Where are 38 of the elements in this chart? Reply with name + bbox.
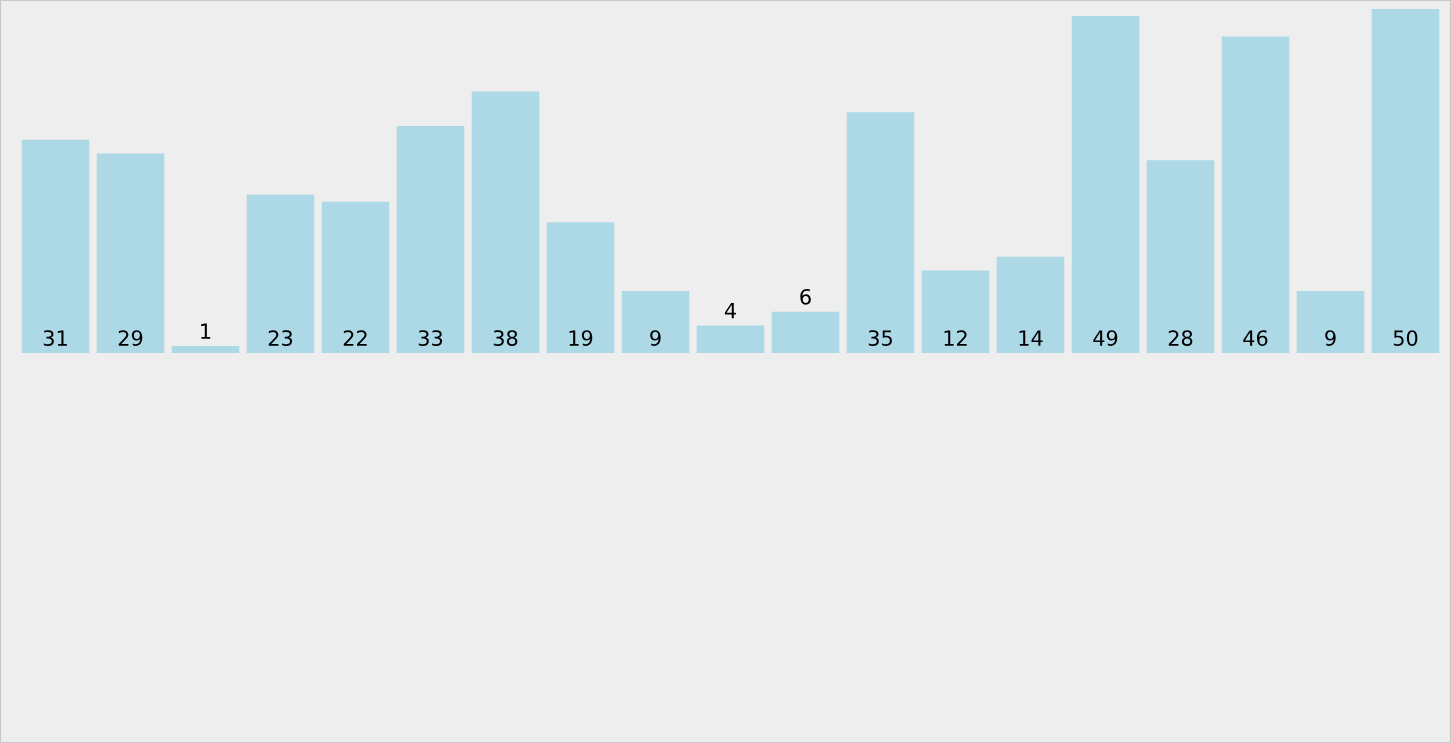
bar [21,139,90,353]
data-label: 12 [944,330,967,346]
data-label: 33 [418,330,443,346]
data-label: 4 [724,302,736,319]
bar [1146,160,1215,353]
bar [321,201,390,353]
data-label: 14 [1019,330,1043,346]
bar [396,125,465,353]
bar [696,325,765,353]
data-label: 23 [268,330,293,346]
data-label: 29 [118,330,143,346]
bar [96,153,165,353]
bar [621,291,690,353]
bar [1071,15,1140,353]
bar [846,112,915,353]
data-label: 28 [1168,330,1193,346]
bar [546,222,615,353]
data-label: 35 [868,330,892,346]
data-label: 6 [800,288,811,305]
bar [246,194,315,353]
bar [171,346,240,353]
bar [1371,9,1440,353]
bar [771,311,840,353]
data-label: 50 [1393,330,1418,346]
data-label: 38 [493,330,518,346]
bar [996,256,1065,353]
data-label: 46 [1243,330,1268,346]
data-label: 22 [343,330,367,346]
data-label: 9 [650,330,661,346]
data-label: 49 [1093,330,1118,346]
data-label: 19 [569,330,593,346]
bar [1296,291,1365,353]
bar [471,91,540,353]
bar [1221,36,1290,353]
data-label: 1 [201,323,211,339]
data-label: 31 [43,330,67,346]
data-label: 9 [1325,330,1336,346]
bar [921,270,990,353]
